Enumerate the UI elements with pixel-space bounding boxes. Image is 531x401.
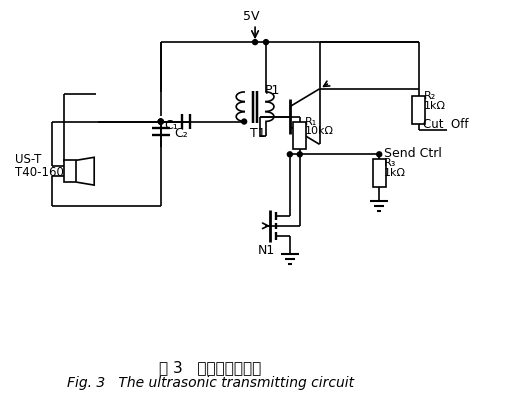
- Text: R₁: R₁: [305, 117, 317, 127]
- Circle shape: [376, 152, 382, 157]
- Circle shape: [158, 119, 163, 124]
- Circle shape: [297, 152, 302, 157]
- Text: C₂: C₂: [175, 128, 189, 140]
- Text: R₂: R₂: [424, 91, 436, 101]
- Text: US-T: US-T: [15, 153, 41, 166]
- Text: C₁: C₁: [165, 119, 178, 132]
- Circle shape: [263, 40, 269, 45]
- Circle shape: [158, 119, 163, 124]
- Bar: [413, 96, 425, 124]
- Text: T1: T1: [250, 128, 266, 140]
- Bar: [64, 160, 76, 182]
- Text: Cut  Off: Cut Off: [423, 117, 468, 130]
- Bar: [293, 122, 306, 149]
- Circle shape: [242, 119, 246, 124]
- Text: 5V: 5V: [243, 10, 260, 23]
- Circle shape: [253, 40, 258, 45]
- Circle shape: [287, 152, 292, 157]
- Text: 图 3   超声波发射电路: 图 3 超声波发射电路: [159, 360, 261, 375]
- Text: 1kΩ: 1kΩ: [384, 168, 406, 178]
- Text: Fig. 3   The ultrasonic transmitting circuit: Fig. 3 The ultrasonic transmitting circu…: [67, 376, 354, 390]
- Text: T40-160: T40-160: [15, 166, 64, 179]
- Circle shape: [158, 119, 163, 124]
- Text: 10kΩ: 10kΩ: [305, 126, 333, 136]
- Text: Send Ctrl: Send Ctrl: [384, 147, 442, 160]
- Text: P1: P1: [265, 84, 280, 97]
- Bar: [373, 159, 386, 187]
- Text: 1kΩ: 1kΩ: [424, 101, 446, 111]
- Text: N1: N1: [258, 244, 275, 257]
- Text: R₃: R₃: [384, 158, 397, 168]
